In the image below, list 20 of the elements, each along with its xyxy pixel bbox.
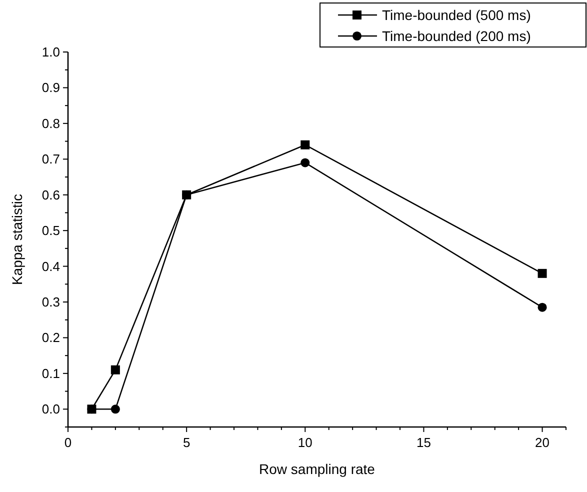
y-tick-label: 0.9: [42, 80, 60, 96]
y-tick-label: 0.7: [42, 152, 60, 167]
y-tick-label: 0.2: [42, 330, 60, 346]
y-tick-label: 0.4: [42, 258, 60, 274]
x-tick-label: 15: [416, 435, 431, 450]
y-tick-label: 0.6: [42, 187, 60, 202]
y-tick-label: 0.8: [42, 116, 60, 131]
y-tick-label: 0.1: [42, 366, 60, 381]
x-tick-label: 10: [298, 435, 312, 450]
x-tick-label: 0: [64, 435, 72, 450]
x-tick-label: 5: [182, 435, 190, 450]
y-tick-label: 0.3: [42, 294, 60, 310]
y-tick-label: 0.0: [42, 402, 60, 417]
y-tick-label: 0.5: [42, 223, 60, 238]
x-tick-label: 20: [535, 435, 550, 450]
x-axis-title: Row sampling rate: [259, 461, 376, 477]
y-axis-title: Kappa statistic: [9, 194, 25, 286]
legend-label: Time-bounded (500 ms): [382, 7, 531, 23]
legend-label: Time-bounded (200 ms): [382, 28, 531, 44]
y-tick-label: 1.0: [42, 44, 60, 60]
